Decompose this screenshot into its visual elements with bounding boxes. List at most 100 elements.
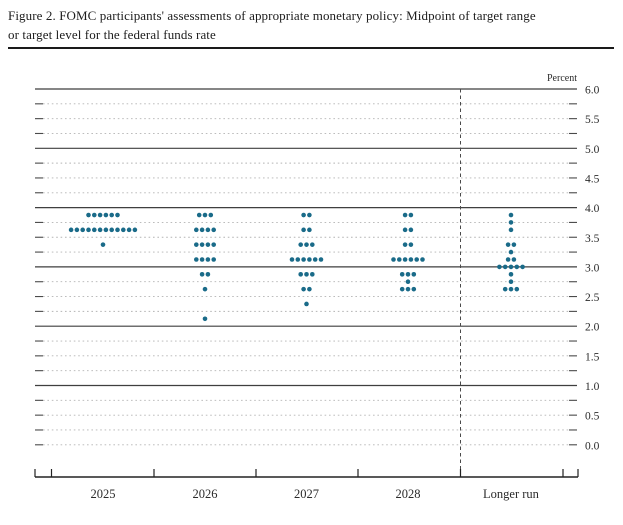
y-axis-label: 0.5	[585, 411, 600, 423]
participant-dot	[307, 286, 312, 292]
participant-dot	[74, 227, 80, 233]
participant-dot	[103, 212, 109, 218]
participant-dot	[511, 242, 517, 247]
participant-dot	[414, 257, 420, 262]
participant-dot	[103, 227, 109, 233]
figure-title: Figure 2. FOMC participants' assessments…	[8, 7, 612, 45]
participant-dot	[301, 286, 306, 292]
participant-dot	[199, 272, 205, 277]
participant-dot	[514, 286, 520, 292]
participant-dot	[402, 257, 408, 262]
participant-dot	[86, 212, 91, 218]
participant-dot	[199, 227, 205, 233]
participant-dot	[202, 316, 208, 322]
y-axis-label: 4.0	[585, 203, 600, 215]
participant-dot	[301, 257, 306, 262]
participant-dot	[304, 272, 309, 277]
participant-dot	[109, 212, 114, 218]
participant-dot	[205, 242, 211, 247]
participant-dot	[508, 212, 514, 218]
participant-dot	[295, 257, 301, 262]
participant-dot	[397, 257, 402, 262]
participant-dot	[514, 264, 520, 270]
participant-dot	[211, 257, 216, 262]
participant-dot	[405, 279, 411, 285]
participant-dot	[508, 279, 514, 285]
participant-dot	[318, 257, 324, 262]
participant-dot	[502, 264, 508, 270]
y-axis-label: 3.0	[585, 262, 600, 274]
participant-dot	[132, 227, 138, 233]
participant-dot	[97, 212, 103, 218]
participant-dot	[508, 227, 514, 233]
participant-dot	[211, 242, 216, 247]
participant-dot	[391, 257, 396, 262]
participant-dot	[405, 286, 411, 292]
participant-dot	[420, 257, 425, 262]
participant-dot	[202, 286, 208, 292]
x-axis-label: 2025	[91, 487, 116, 501]
participant-dot	[289, 257, 295, 262]
participant-dot	[402, 242, 408, 247]
participant-dot	[508, 220, 514, 225]
participant-dot	[307, 227, 312, 233]
participant-dot	[202, 212, 208, 218]
x-axis-label: 2027	[294, 487, 319, 501]
y-axis-label: 6.0	[585, 85, 600, 97]
participant-dot	[399, 272, 405, 277]
participant-dot	[408, 227, 414, 233]
y-axis-label: 1.0	[585, 381, 600, 393]
y-axis-label: 1.5	[585, 351, 600, 363]
participant-dot	[199, 242, 205, 247]
participant-dot	[405, 272, 411, 277]
participant-dot	[402, 227, 408, 233]
participant-dot	[92, 227, 97, 233]
participant-dot	[199, 257, 205, 262]
participant-dot	[411, 286, 417, 292]
participant-dot	[408, 212, 414, 218]
y-axis-label: 0.0	[585, 440, 600, 452]
participant-dot	[508, 286, 514, 292]
participant-dot	[508, 264, 514, 270]
participant-dot	[310, 272, 315, 277]
participant-dot	[402, 212, 408, 218]
y-axis-label: 5.0	[585, 144, 600, 156]
participant-dot	[505, 242, 511, 247]
participant-dot	[211, 227, 216, 233]
participant-dot	[505, 257, 511, 262]
participant-dot	[86, 227, 91, 233]
figure-title-line1: Figure 2. FOMC participants' assessments…	[8, 8, 536, 23]
participant-dot	[307, 257, 312, 262]
participant-dot	[307, 212, 312, 218]
x-axis-label: Longer run	[483, 487, 540, 501]
y-axis-label: 5.5	[585, 114, 600, 126]
y-axis-label: 2.0	[585, 322, 600, 334]
participant-dot	[92, 212, 97, 218]
participant-dot	[205, 227, 211, 233]
participant-dot	[508, 249, 514, 255]
participant-dot	[194, 242, 199, 247]
participant-dot	[68, 227, 74, 233]
participant-dot	[298, 242, 304, 247]
figure-title-line2: or target level for the federal funds ra…	[8, 26, 216, 42]
participant-dot	[100, 242, 106, 247]
participant-dot	[508, 272, 514, 277]
participant-dot	[304, 301, 309, 307]
participant-dot	[408, 257, 414, 262]
participant-dot	[194, 257, 199, 262]
participant-dot	[109, 227, 114, 233]
participant-dot	[97, 227, 103, 233]
participant-dot	[301, 212, 306, 218]
participant-dot	[520, 264, 525, 270]
participant-dot	[208, 212, 214, 218]
y-axis-label: 3.5	[585, 233, 600, 245]
y-axis-label: 2.5	[585, 292, 600, 304]
participant-dot	[411, 272, 417, 277]
x-axis-label: 2028	[396, 487, 421, 501]
participant-dot	[115, 212, 120, 218]
participant-dot	[196, 212, 202, 218]
participant-dot	[298, 272, 304, 277]
participant-dot	[121, 227, 126, 233]
